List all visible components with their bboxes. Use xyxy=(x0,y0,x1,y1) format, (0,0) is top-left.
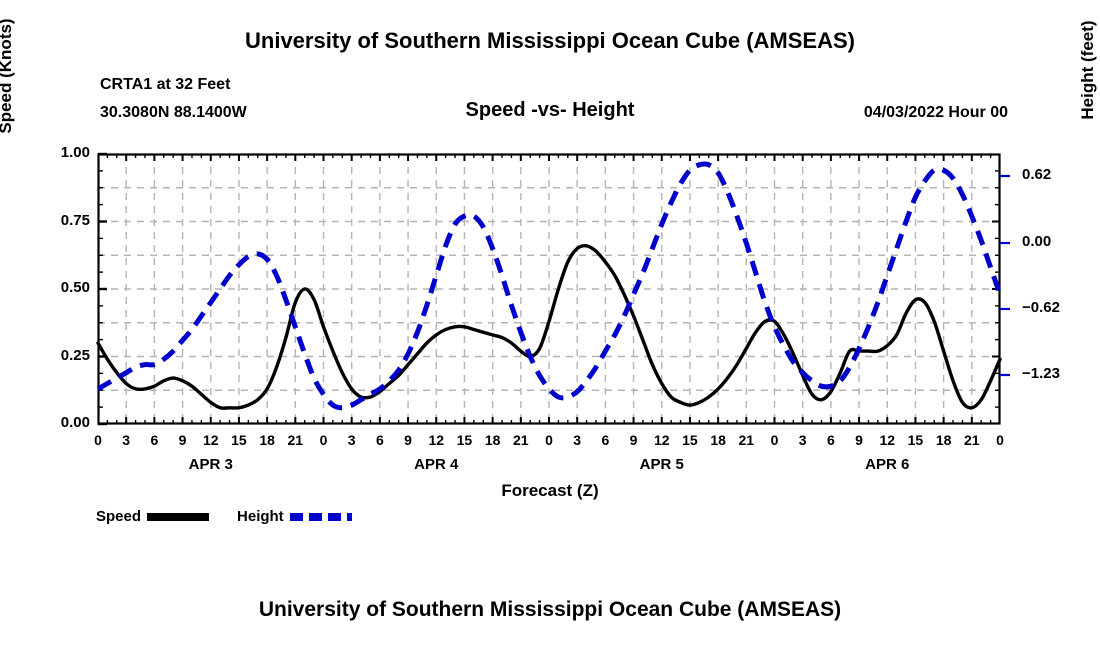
legend-swatch-speed xyxy=(147,512,210,521)
y-tick-label-right: −1.23 xyxy=(1022,365,1060,382)
plot-canvas xyxy=(96,152,1010,426)
x-axis-day-label: APR 4 xyxy=(414,456,459,473)
x-axis-day-label: APR 6 xyxy=(865,456,910,473)
x-tick-label: 15 xyxy=(907,432,924,448)
x-tick-label: 18 xyxy=(935,432,952,448)
x-tick-label: 9 xyxy=(404,432,412,448)
y-tick-label-right: 0.62 xyxy=(1022,166,1052,183)
x-tick-label: 6 xyxy=(826,432,835,448)
chart-legend: Speed Height xyxy=(96,508,354,525)
y-tick-label-left: 0.25 xyxy=(60,346,90,364)
legend-item-height: Height xyxy=(237,508,354,525)
legend-item-speed: Speed xyxy=(96,508,211,525)
x-tick-label: 6 xyxy=(150,432,159,448)
legend-label-speed: Speed xyxy=(96,508,142,525)
y-tick-label-right: 0.00 xyxy=(1022,233,1052,250)
x-tick-label: 6 xyxy=(601,432,610,448)
x-tick-label: 15 xyxy=(456,432,473,448)
x-tick-label: 9 xyxy=(855,432,863,448)
x-tick-label: 12 xyxy=(653,432,670,448)
y-tick-label-left: 0.75 xyxy=(60,211,90,229)
x-tick-label: 9 xyxy=(178,432,187,448)
x-tick-label: 21 xyxy=(964,432,980,448)
x-tick-label: 3 xyxy=(347,432,356,448)
x-tick-label: 0 xyxy=(94,432,102,448)
x-axis-day-label: APR 5 xyxy=(639,456,684,473)
legend-swatch-height xyxy=(289,512,352,521)
x-tick-label: 18 xyxy=(484,432,501,448)
x-tick-label: 3 xyxy=(122,432,131,448)
plot-area xyxy=(96,152,1010,426)
x-tick-label: 6 xyxy=(375,432,384,448)
x-tick-label: 18 xyxy=(259,432,275,448)
y-tick-label-left: 0.50 xyxy=(60,279,90,296)
x-tick-label: 12 xyxy=(879,432,896,448)
x-tick-label: 0 xyxy=(996,432,1004,448)
x-tick-label: 3 xyxy=(798,432,807,448)
x-tick-label: 12 xyxy=(428,432,445,448)
x-tick-label: 21 xyxy=(287,432,304,448)
model-run-timestamp: 04/03/2022 Hour 00 xyxy=(863,104,1008,121)
x-tick-label: 3 xyxy=(573,432,582,448)
x-tick-label: 0 xyxy=(545,432,553,448)
x-tick-label: 12 xyxy=(202,432,219,448)
y-tick-label-right: −0.62 xyxy=(1022,299,1060,316)
footer-title: University of Southern Mississippi Ocean… xyxy=(258,598,842,621)
series-line-speed xyxy=(96,243,1002,410)
page-title: University of Southern Mississippi Ocean… xyxy=(245,28,855,53)
x-tick-label: 21 xyxy=(738,432,755,448)
x-tick-label: 21 xyxy=(513,432,529,448)
x-axis-day-label: APR 3 xyxy=(188,456,233,473)
y-tick-label-left: 0.00 xyxy=(60,414,90,431)
x-tick-label: 18 xyxy=(710,432,726,448)
x-tick-label: 9 xyxy=(629,432,638,448)
y-axis-right-title: Height (feet) xyxy=(1078,20,1097,120)
station-coordinates: 30.3080N 88.1400W xyxy=(100,104,247,121)
x-tick-label: 0 xyxy=(319,432,328,448)
x-tick-label: 15 xyxy=(682,432,698,448)
y-tick-label-left: 1.00 xyxy=(60,144,90,161)
x-tick-label: 0 xyxy=(770,432,779,448)
legend-label-height: Height xyxy=(237,508,284,525)
x-axis-title: Forecast (Z) xyxy=(501,481,599,500)
x-tick-label: 15 xyxy=(231,432,247,448)
station-name: CRTA1 at 32 Feet xyxy=(100,76,231,93)
series-line-height xyxy=(96,161,1003,411)
chart-subtitle: Speed -vs- Height xyxy=(465,99,635,121)
